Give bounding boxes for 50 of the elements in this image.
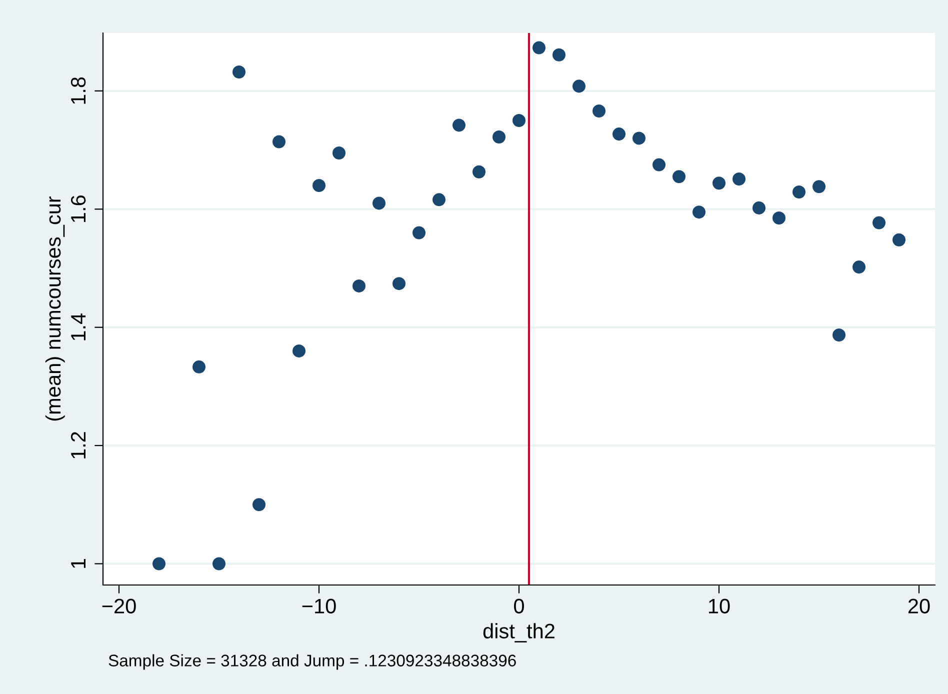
- point: [892, 233, 906, 246]
- x-tick-label: 0: [514, 598, 524, 614]
- text: Sample Size = 31328 and Jump = .1230923348838396: [108, 654, 516, 670]
- point: [632, 132, 646, 145]
- point: [392, 277, 406, 290]
- y-tick-label: 1.6: [70, 196, 86, 222]
- x-tick-label: −20: [102, 598, 136, 614]
- x-tick-label: 10: [709, 598, 730, 614]
- point: [152, 557, 166, 570]
- x-tick-label: −10: [302, 598, 336, 614]
- point: [672, 170, 686, 184]
- point: [512, 114, 526, 127]
- point: [752, 201, 766, 214]
- point: [272, 135, 286, 148]
- point: [372, 196, 386, 210]
- y-tick-label: 1.8: [70, 77, 86, 104]
- point: [252, 498, 266, 512]
- y-tick-label: 1.2: [70, 432, 86, 458]
- point: [812, 180, 826, 194]
- point: [352, 279, 366, 292]
- point: [692, 206, 706, 219]
- point: [592, 104, 606, 118]
- point: [852, 260, 866, 274]
- point: [552, 48, 566, 62]
- point: [532, 41, 546, 54]
- point: [232, 66, 246, 79]
- point: [412, 226, 426, 240]
- point: [792, 185, 806, 198]
- y-axis-title: (mean) numcourses_cur: [45, 196, 65, 421]
- x-axis-title: dist_th2: [483, 623, 554, 642]
- point: [192, 360, 206, 374]
- point: [332, 146, 346, 160]
- point: [872, 216, 886, 230]
- point: [492, 130, 506, 144]
- point: [832, 328, 846, 342]
- x-tick-label: 20: [908, 598, 930, 614]
- point: [572, 80, 586, 93]
- point: [712, 176, 726, 190]
- y-tick-label: 1.4: [71, 313, 86, 340]
- point: [292, 344, 306, 358]
- point: [652, 158, 666, 172]
- point: [612, 128, 626, 141]
- point: [452, 118, 466, 132]
- point: [432, 193, 446, 206]
- point: [312, 178, 326, 192]
- y-tick-label: 1: [71, 558, 86, 568]
- point: [472, 165, 486, 178]
- point: [212, 557, 226, 570]
- point: [732, 172, 746, 186]
- point: [772, 211, 786, 224]
